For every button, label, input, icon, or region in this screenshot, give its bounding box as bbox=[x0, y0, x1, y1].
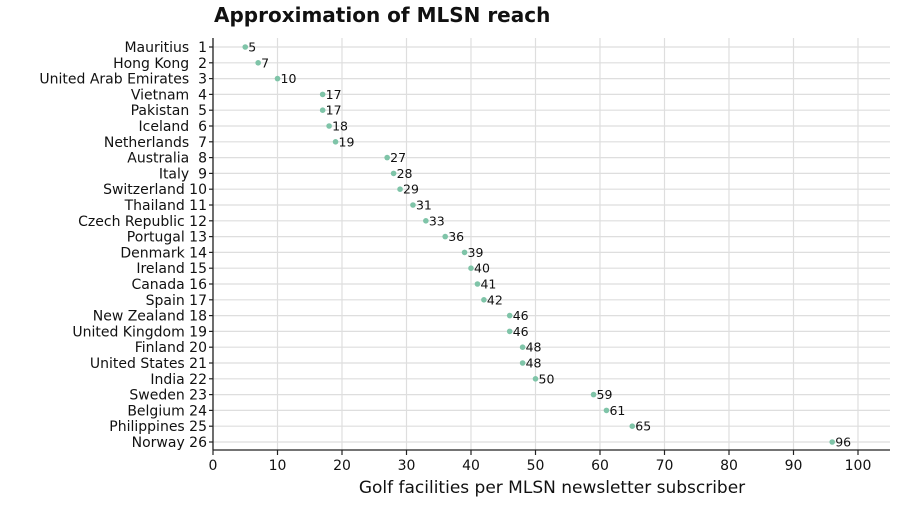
data-point bbox=[506, 312, 513, 319]
x-tick-label: 20 bbox=[333, 458, 351, 474]
data-points bbox=[242, 44, 835, 445]
data-label: 10 bbox=[281, 71, 297, 86]
data-point bbox=[319, 91, 326, 98]
data-label: 65 bbox=[635, 419, 651, 434]
data-label: 5 bbox=[248, 40, 256, 55]
x-tick-label: 90 bbox=[785, 458, 803, 474]
data-point bbox=[519, 360, 526, 366]
data-point bbox=[384, 154, 390, 161]
y-tick-label: Finland 20 bbox=[135, 340, 207, 356]
data-label: 41 bbox=[480, 277, 496, 292]
data-label: 17 bbox=[326, 103, 342, 118]
y-tick-label: Sweden 23 bbox=[129, 388, 207, 404]
x-tick-label: 30 bbox=[398, 458, 416, 474]
y-tick-label: United Arab Emirates 3 bbox=[39, 72, 207, 88]
y-tick-label: Philippines 25 bbox=[109, 419, 207, 435]
data-label: 29 bbox=[403, 182, 419, 197]
data-label: 61 bbox=[609, 403, 625, 418]
data-point bbox=[332, 139, 339, 145]
y-tick-label: United States 21 bbox=[90, 356, 207, 372]
data-label: 42 bbox=[487, 292, 503, 307]
data-point bbox=[519, 344, 526, 351]
data-point bbox=[468, 265, 474, 272]
data-label: 48 bbox=[526, 340, 542, 355]
y-tick-label: Iceland 6 bbox=[139, 119, 208, 135]
y-tick-label: New Zealand 18 bbox=[93, 309, 207, 325]
data-label: 19 bbox=[339, 134, 355, 149]
data-point bbox=[390, 170, 397, 177]
data-point bbox=[506, 328, 513, 335]
x-axis-title: Golf facilities per MLSN newsletter subs… bbox=[359, 478, 745, 498]
x-tick-label: 10 bbox=[269, 458, 287, 474]
grid bbox=[212, 38, 890, 450]
y-tick-label: Canada 16 bbox=[131, 277, 207, 293]
data-label: 18 bbox=[332, 119, 348, 134]
data-label: 28 bbox=[397, 166, 413, 181]
data-label: 27 bbox=[390, 150, 406, 165]
data-label: 48 bbox=[526, 356, 542, 371]
data-point bbox=[423, 218, 429, 224]
data-point bbox=[474, 281, 481, 287]
data-labels: 5710171718192728293133363940414246464848… bbox=[248, 40, 851, 450]
data-point bbox=[829, 439, 835, 445]
data-label: 40 bbox=[474, 261, 490, 276]
data-point bbox=[603, 407, 610, 414]
y-tick-label: Belgium 24 bbox=[127, 403, 207, 419]
x-tick-label: 60 bbox=[591, 458, 609, 474]
data-point bbox=[590, 391, 597, 398]
y-tick-label: Norway 26 bbox=[132, 435, 207, 451]
y-tick-label: Hong Kong 2 bbox=[113, 56, 207, 72]
data-point bbox=[255, 60, 261, 66]
y-tick-label: India 22 bbox=[150, 372, 207, 388]
y-tick-label: Thailand 11 bbox=[124, 198, 207, 214]
y-tick-label: Vietnam 4 bbox=[131, 87, 207, 103]
data-label: 33 bbox=[429, 213, 445, 228]
y-tick-label: Pakistan 5 bbox=[131, 103, 207, 119]
data-label: 31 bbox=[416, 198, 432, 213]
y-tick-label: Portugal 13 bbox=[127, 230, 207, 246]
y-tick-label: Italy 9 bbox=[159, 166, 207, 182]
data-point bbox=[442, 233, 449, 240]
y-tick-label: Czech Republic 12 bbox=[78, 214, 207, 230]
x-tick-label: 70 bbox=[656, 458, 674, 474]
data-point bbox=[461, 249, 468, 256]
y-tick-label: Switzerland 10 bbox=[103, 182, 207, 198]
data-label: 96 bbox=[835, 435, 851, 450]
y-tick-label: Australia 8 bbox=[127, 151, 207, 167]
data-point bbox=[481, 297, 487, 303]
data-point bbox=[319, 107, 326, 113]
x-tick-label: 40 bbox=[462, 458, 480, 474]
x-tick-label: 80 bbox=[720, 458, 738, 474]
data-point bbox=[410, 202, 416, 208]
y-tick-label: United Kingdom 19 bbox=[72, 324, 207, 340]
y-tick-label: Denmark 14 bbox=[120, 245, 207, 261]
data-label: 17 bbox=[326, 87, 342, 102]
data-label: 46 bbox=[513, 308, 529, 323]
y-tick-label: Spain 17 bbox=[146, 293, 207, 309]
data-point bbox=[532, 376, 539, 382]
y-tick-label: Ireland 15 bbox=[136, 261, 207, 277]
y-tick-label: Netherlands 7 bbox=[104, 135, 207, 151]
data-label: 50 bbox=[539, 371, 555, 386]
y-tick-label: Mauritius 1 bbox=[124, 40, 207, 56]
x-tick-label: 0 bbox=[209, 458, 218, 474]
data-label: 39 bbox=[468, 245, 484, 260]
data-point bbox=[326, 123, 332, 129]
data-label: 59 bbox=[597, 387, 613, 402]
chart-title: Approximation of MLSN reach bbox=[214, 3, 551, 27]
data-label: 36 bbox=[448, 229, 464, 244]
data-point bbox=[397, 186, 403, 192]
data-point bbox=[274, 75, 281, 82]
data-label: 46 bbox=[513, 324, 529, 339]
x-tick-label: 50 bbox=[527, 458, 545, 474]
data-label: 7 bbox=[261, 55, 269, 70]
data-point bbox=[629, 423, 636, 430]
data-point bbox=[242, 44, 249, 50]
x-tick-label: 100 bbox=[845, 458, 872, 474]
